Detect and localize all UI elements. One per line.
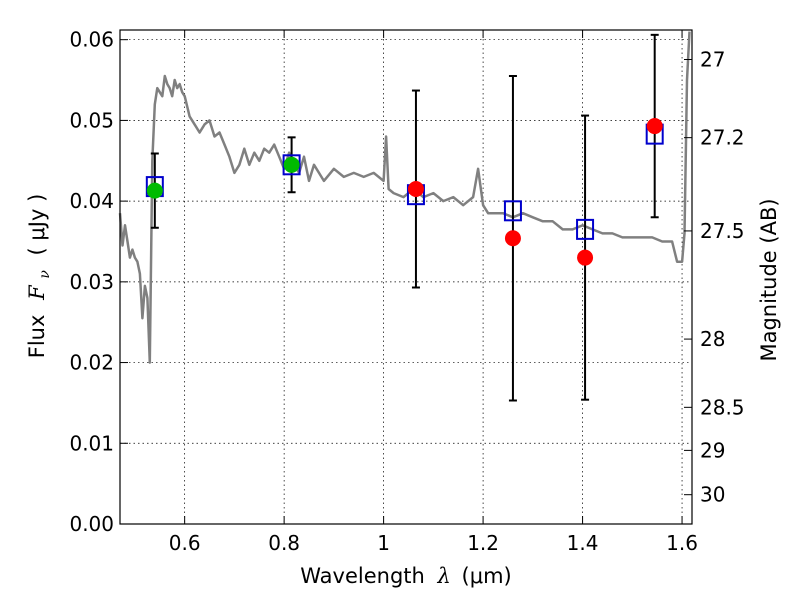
model-photometry-layer bbox=[145, 123, 664, 240]
observed-photometry-layer bbox=[146, 118, 663, 266]
mag-tick-label: 29 bbox=[700, 438, 725, 462]
x-tick-label: 0.8 bbox=[268, 531, 300, 555]
photometry-point bbox=[504, 230, 521, 247]
model-layer bbox=[118, 31, 691, 364]
x-axis-label: Wavelength λ (μm) bbox=[300, 564, 511, 588]
photometry-point bbox=[283, 156, 300, 173]
photometry-point bbox=[577, 249, 594, 266]
x-axis-label-symbol: λ bbox=[437, 564, 451, 588]
model-photometry-marker bbox=[576, 218, 595, 240]
grid-layer bbox=[120, 30, 692, 525]
x-tick-label: 1.4 bbox=[567, 531, 599, 555]
mag-tick-label: 27.5 bbox=[700, 219, 745, 243]
y-tick-label: 0.01 bbox=[69, 431, 114, 455]
plot-frame bbox=[119, 29, 693, 525]
y-axis-label-unit: ( μJy ) bbox=[25, 194, 49, 256]
y-axis-label-symbol: F bbox=[25, 284, 49, 301]
x-axis-label-unit: (μm) bbox=[462, 564, 512, 588]
photometry-point bbox=[646, 118, 663, 135]
y-tick-label: 0.04 bbox=[69, 189, 114, 213]
x-tick-label: 1.6 bbox=[666, 531, 698, 555]
y-tick-label: 0.02 bbox=[69, 351, 114, 375]
model-photometry-marker bbox=[503, 200, 522, 222]
y-axis-label: Flux F ν ( μJy ) bbox=[25, 194, 54, 359]
y-tick-label: 0.00 bbox=[69, 512, 114, 536]
photometry-point bbox=[407, 181, 424, 198]
x-tick-label: 1.2 bbox=[467, 531, 499, 555]
y-axis-label-subscript: ν bbox=[37, 270, 53, 279]
mag-tick-label: 28 bbox=[700, 327, 725, 351]
mag-tick-label: 30 bbox=[700, 483, 725, 507]
tick-layer: 0.6 0.8 1 1.2 1.4 1.6 0.00 0.01 0.02 0.03 0.04 0.05… bbox=[69, 28, 744, 555]
y2-axis-label: Magnitude (AB) bbox=[757, 198, 781, 361]
x-axis-label-text: Wavelength bbox=[300, 564, 425, 588]
mag-tick-label: 27 bbox=[700, 48, 725, 72]
photometry-point bbox=[146, 182, 163, 199]
y-tick-label: 0.06 bbox=[69, 28, 114, 52]
mag-tick-label: 28.5 bbox=[700, 395, 745, 419]
y-tick-label: 0.05 bbox=[69, 108, 114, 132]
y-tick-label: 0.03 bbox=[69, 270, 114, 294]
sed-model-line bbox=[118, 31, 691, 364]
mag-tick-label: 27.2 bbox=[700, 126, 745, 150]
y-axis-label-text: Flux bbox=[25, 315, 49, 359]
x-tick-label: 0.6 bbox=[169, 531, 201, 555]
x-tick-label: 1 bbox=[377, 531, 390, 555]
